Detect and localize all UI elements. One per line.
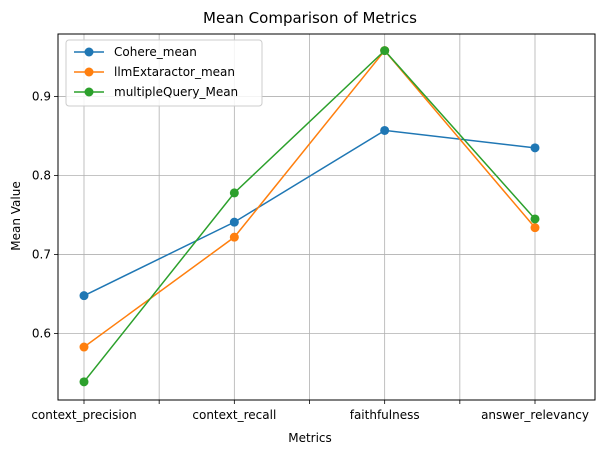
y-axis-label: Mean Value: [9, 181, 23, 250]
axis-ticks: 0.6 0.7 0.8 0.9 context_precision context_rec…: [31, 89, 589, 422]
series-layer: [79, 46, 540, 387]
legend-label: Cohere_mean: [114, 45, 197, 59]
series-line: [83, 49, 536, 383]
legend-entry: llmExtaractor_mean: [74, 65, 235, 79]
data-point: [229, 232, 239, 242]
plot-area-frame: [57, 33, 596, 401]
x-tick-label: answer_relevancy: [481, 408, 589, 422]
legend-box: [65, 39, 263, 107]
data-point: [530, 214, 540, 224]
data-point: [229, 188, 239, 198]
data-point: [79, 291, 89, 301]
data-point: [79, 342, 89, 352]
x-tick-label: context_precision: [31, 408, 136, 422]
series-line: [83, 49, 536, 348]
legend: Cohere_mean llmExtaractor_mean multipleQue…: [65, 39, 263, 107]
y-tick-label: 0.8: [32, 168, 51, 182]
legend-entry: multipleQuery_Mean: [74, 85, 238, 99]
x-tick-label: context_recall: [192, 408, 276, 422]
data-point: [530, 223, 540, 233]
y-tick-label: 0.7: [32, 248, 51, 262]
data-point: [530, 143, 540, 153]
series-multipleQuery_Mean: [79, 46, 540, 387]
chart-title: Mean Comparison of Metrics: [203, 9, 417, 27]
legend-label: llmExtaractor_mean: [114, 65, 235, 79]
data-point: [79, 377, 89, 387]
data-point: [380, 125, 390, 135]
y-tick-label: 0.9: [32, 89, 51, 103]
x-axis-label: Metrics: [288, 431, 332, 445]
data-point: [229, 217, 239, 227]
legend-entry: Cohere_mean: [74, 45, 197, 59]
legend-swatch-marker: [84, 87, 94, 97]
data-point: [380, 46, 390, 56]
x-tick-label: faithfulness: [350, 408, 420, 422]
legend-label: multipleQuery_Mean: [114, 85, 238, 99]
y-tick-label: 0.6: [32, 327, 51, 341]
legend-swatch-marker: [84, 67, 94, 77]
legend-swatch-marker: [84, 47, 94, 57]
